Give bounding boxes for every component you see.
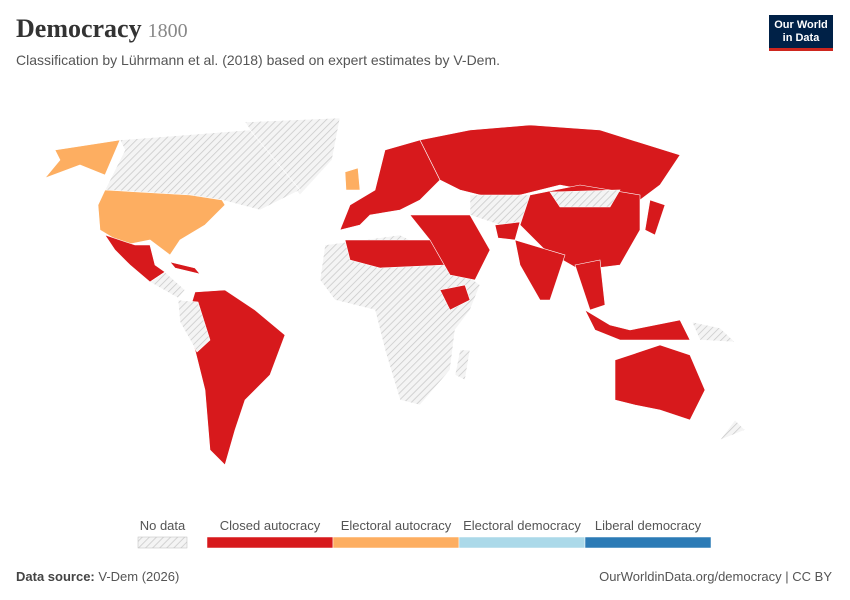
legend-swatch[interactable] [584,536,712,549]
alaska[interactable] [44,139,121,179]
legend-label: Electoral autocracy [341,518,452,533]
india[interactable] [514,239,566,301]
peru-bolivia[interactable] [177,299,211,353]
united-kingdom[interactable] [344,167,361,191]
legend-label: Closed autocracy [220,518,321,533]
title-text: Democracy [16,14,142,43]
cuba[interactable] [169,261,201,275]
legend-label: Liberal democracy [595,518,702,533]
legend-label: No data [140,518,186,533]
australia[interactable] [614,344,706,421]
japan[interactable] [644,199,666,236]
countries [44,117,746,466]
mongolia[interactable] [549,189,621,208]
url: OurWorldinData.org/democracy [599,569,782,584]
central-america[interactable] [149,271,186,299]
source: Data source: V-Dem (2026) [16,569,179,584]
ethiopia[interactable] [439,284,471,311]
license: CC BY [792,569,832,584]
legend-swatch[interactable] [206,536,334,549]
south-america[interactable] [184,289,286,466]
year: 1800 [147,20,188,42]
logo-line: Our World [774,19,828,31]
legend: No data Closed autocracy Electoral autocra… [137,518,712,549]
subtitle: Classification by Lührmann et al. (2018)… [16,52,501,68]
papua[interactable] [691,321,736,343]
source-label: Data source: [16,569,95,584]
new-zealand[interactable] [719,419,746,441]
footer-link[interactable]: OurWorldinData.org/democracy | CC BY [599,569,832,584]
legend-label: Electoral democracy [463,518,581,533]
logo-line: in Data [782,32,820,44]
southeast-asia[interactable] [574,259,606,311]
legend-swatch[interactable] [458,536,586,549]
north-africa[interactable] [344,239,446,269]
united-states[interactable] [97,189,226,256]
logo[interactable]: Our World in Data [769,15,833,51]
no-data-swatch [137,536,188,549]
source-text: V-Dem (2026) [98,569,180,584]
title: Democracy 1800 [16,14,188,44]
legend-swatch[interactable] [332,536,460,549]
afghanistan[interactable] [494,221,521,241]
russia[interactable] [419,124,681,201]
indonesia[interactable] [584,309,691,341]
madagascar[interactable] [454,349,471,381]
